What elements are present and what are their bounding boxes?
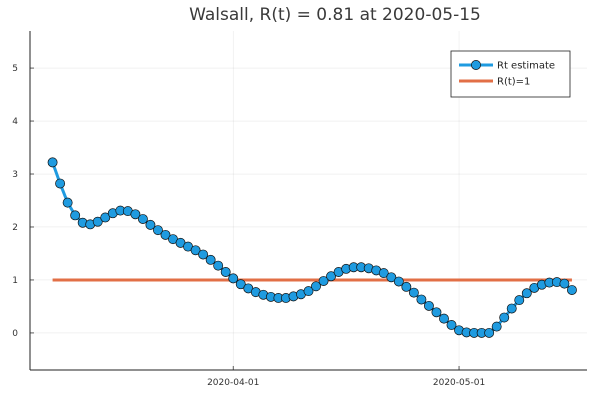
rt-point xyxy=(423,300,434,311)
rt-point xyxy=(205,254,216,265)
rt-point xyxy=(439,313,449,324)
rt-point xyxy=(220,267,231,277)
rt-point xyxy=(401,281,412,292)
rt-point xyxy=(566,285,577,295)
rt-point xyxy=(235,279,246,290)
x-tick-label: 2020-04-01 xyxy=(207,378,259,388)
axes xyxy=(29,31,587,371)
rt-point xyxy=(446,320,457,330)
y-tick-label: 2 xyxy=(12,223,18,233)
rt-point xyxy=(100,212,111,223)
rt-point xyxy=(47,157,58,168)
rt-point xyxy=(408,287,419,298)
rt-point xyxy=(559,278,570,289)
rt-point xyxy=(303,286,314,297)
rt-point xyxy=(92,216,103,227)
rt-point xyxy=(318,276,329,286)
rt-point xyxy=(55,178,66,189)
rt-point xyxy=(70,210,81,221)
rt-point xyxy=(521,288,532,299)
chart-title: Walsall, R(t) = 0.81 at 2020-05-15 xyxy=(189,5,481,25)
y-tick-label: 1 xyxy=(12,276,18,286)
rt-point xyxy=(198,249,209,260)
rt-point xyxy=(506,303,517,314)
y-tick-labels: 0 1 2 3 4 5 xyxy=(12,64,18,339)
rt-point xyxy=(213,260,224,271)
legend-label-rt-threshold: R(t)=1 xyxy=(497,77,530,88)
y-tick-label: 3 xyxy=(12,170,18,180)
y-tick-label: 0 xyxy=(12,329,18,339)
series-line-rt-estimate xyxy=(51,161,573,335)
x-tick-labels: 2020-04-01 2020-05-01 xyxy=(207,378,485,388)
rt-point xyxy=(499,312,510,323)
rt-point xyxy=(326,271,337,282)
plot-area xyxy=(47,157,577,338)
legend-box xyxy=(450,50,571,98)
rt-point xyxy=(190,245,201,256)
legend: Rt estimate R(t)=1 xyxy=(450,50,571,98)
rt-point xyxy=(393,276,404,287)
rt-point xyxy=(386,272,397,283)
rt-point xyxy=(137,214,148,224)
legend-label-rt-estimate: Rt estimate xyxy=(497,61,555,72)
rt-point xyxy=(62,197,73,208)
rt-point xyxy=(130,209,141,220)
rt-point xyxy=(153,225,163,236)
y-tick-label: 4 xyxy=(12,117,18,127)
rt-point xyxy=(160,229,171,240)
rt-point xyxy=(491,321,502,332)
rt-point xyxy=(145,219,156,230)
rt-point xyxy=(514,295,525,306)
x-tick-label: 2020-05-01 xyxy=(433,378,485,388)
legend-marker-rt-estimate xyxy=(471,60,481,70)
rt-point xyxy=(431,307,442,318)
rt-point xyxy=(416,294,427,305)
y-tick-label: 5 xyxy=(12,64,18,74)
rt-point xyxy=(228,273,239,284)
rt-point xyxy=(311,281,321,292)
rt-point xyxy=(378,268,389,279)
rt-point xyxy=(484,327,495,338)
